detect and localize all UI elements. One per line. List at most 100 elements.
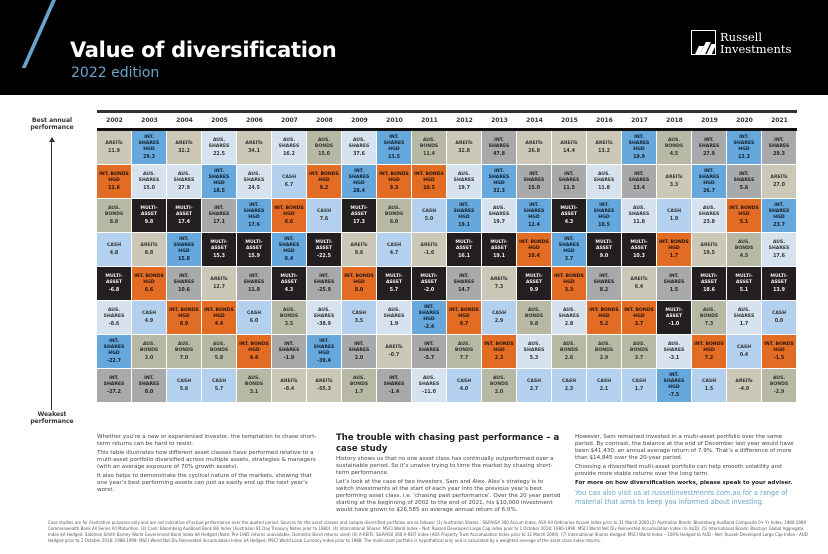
return-value: 11.6 bbox=[108, 185, 120, 191]
return-value: 3.3 bbox=[564, 287, 574, 293]
asset-cell: AREITs 13.2 bbox=[587, 131, 622, 165]
asset-class-label: MULTI- ASSET bbox=[665, 307, 683, 319]
asset-cell: AREITs 19.5 bbox=[692, 233, 727, 267]
return-value: -4.0 bbox=[738, 386, 750, 392]
year-header: 2013 bbox=[491, 117, 508, 124]
year-header: 2018 bbox=[666, 117, 683, 124]
year-header: 2019 bbox=[701, 117, 718, 124]
return-value: 5.8 bbox=[214, 355, 224, 361]
return-value: 6.4 bbox=[634, 284, 644, 290]
return-value: 15.0 bbox=[318, 151, 330, 157]
asset-cell: AUS. BONDS 5.8 bbox=[202, 335, 237, 369]
asset-class-label: AUS. BONDS bbox=[524, 307, 544, 319]
return-value: 7.0 bbox=[179, 355, 189, 361]
return-value: 11.4 bbox=[423, 151, 435, 157]
asset-cell: AREITs -4.0 bbox=[727, 369, 762, 403]
asset-class-label: INT. SHARES bbox=[733, 171, 755, 183]
page-title: Value of diversification bbox=[70, 38, 337, 62]
asset-cell: INT. BONDS HGD 5.1 bbox=[727, 199, 762, 233]
asset-class-label: INT. BONDS HGD bbox=[729, 205, 759, 217]
asset-class-label: CASH bbox=[281, 174, 297, 180]
asset-cell: CASH 4.0 bbox=[447, 369, 482, 403]
return-value: 5.6 bbox=[739, 185, 749, 191]
year-header: 2006 bbox=[246, 117, 263, 124]
asset-class-label: INT. SHARES bbox=[138, 375, 160, 387]
asset-class-label: INT. BONDS HGD bbox=[519, 239, 549, 251]
asset-cell: MULTI- ASSET 17.4 bbox=[167, 199, 202, 233]
return-value: 5.3 bbox=[529, 355, 539, 361]
asset-cell: INT. SHARES HGD 23.7 bbox=[762, 199, 797, 233]
asset-cell: AREITs 7.3 bbox=[482, 267, 517, 301]
return-value: 1.9 bbox=[669, 216, 679, 222]
asset-cell: AREITs -8.4 bbox=[272, 369, 307, 403]
return-value: 28.4 bbox=[353, 188, 365, 194]
asset-cell: INT. SHARES HGD 10.5 bbox=[587, 199, 622, 233]
return-value: 19.7 bbox=[493, 219, 505, 225]
case-study-paragraph: History shows us that no one asset class… bbox=[336, 456, 554, 476]
asset-class-label: INT. SHARES bbox=[663, 273, 685, 285]
asset-class-label: AUS. SHARES bbox=[628, 205, 650, 217]
case-study: The trouble with chasing past performanc… bbox=[336, 433, 561, 516]
asset-class-label: CASH bbox=[421, 208, 437, 214]
asset-cell: MULTI- ASSET 16.1 bbox=[447, 233, 482, 267]
asset-cell: INT. BONDS HGD -1.5 bbox=[762, 335, 797, 369]
year-header: 2003 bbox=[141, 117, 158, 124]
website-link[interactable]: You can also visit us at russellinvestme… bbox=[575, 489, 788, 506]
return-value: 17.6 bbox=[773, 253, 785, 259]
return-value: 2.7 bbox=[529, 386, 539, 392]
asset-cell: AUS. SHARES 22.5 bbox=[202, 131, 237, 165]
return-value: 9.7 bbox=[459, 321, 469, 327]
asset-class-label: INT. SHARES HGD bbox=[278, 236, 300, 254]
return-value: 7.7 bbox=[459, 355, 469, 361]
asset-class-label: INT. SHARES HGD bbox=[173, 236, 195, 254]
return-value: 10.6 bbox=[178, 287, 190, 293]
return-value: 15.9 bbox=[248, 253, 260, 259]
year-header: 2015 bbox=[561, 117, 578, 124]
asset-class-label: AUS. BONDS bbox=[664, 137, 684, 149]
russell-investments-logo: Russell Investments bbox=[691, 30, 791, 55]
asset-class-label: CASH bbox=[666, 208, 682, 214]
asset-class-label: AREITs bbox=[560, 140, 578, 146]
asset-class-label: MULTI- ASSET bbox=[385, 273, 403, 285]
return-value: -25.9 bbox=[317, 287, 331, 293]
return-value: 9.0 bbox=[599, 253, 609, 259]
return-value: 13.3 bbox=[738, 154, 750, 160]
asset-class-label: INT. BONDS HGD bbox=[134, 273, 164, 285]
asset-cell: AUS. SHARES 16.2 bbox=[272, 131, 307, 165]
asset-class-label: CASH bbox=[386, 242, 402, 248]
asset-class-label: AUS. BONDS bbox=[174, 341, 194, 353]
asset-cell: CASH 6.7 bbox=[272, 165, 307, 199]
asset-class-label: INT. SHARES HGD bbox=[488, 168, 510, 186]
asset-class-label: AUS. SHARES bbox=[208, 137, 230, 149]
return-value: 3.5 bbox=[284, 321, 294, 327]
return-value: 16.2 bbox=[283, 151, 295, 157]
asset-class-label: INT. BONDS HGD bbox=[204, 307, 234, 319]
return-value: 5.2 bbox=[599, 321, 609, 327]
asset-class-label: AUS. BONDS bbox=[769, 375, 789, 387]
return-value: 3.0 bbox=[144, 355, 154, 361]
asset-class-label: AREITs bbox=[245, 140, 263, 146]
return-value: 3.5 bbox=[354, 318, 364, 324]
asset-cell: CASH 0.4 bbox=[727, 335, 762, 369]
asset-class-label: INT. BONDS HGD bbox=[659, 239, 689, 251]
asset-class-label: INT. SHARES HGD bbox=[243, 202, 265, 220]
return-value: 10.5 bbox=[598, 222, 610, 228]
asset-cell: MULTI- ASSET -6.8 bbox=[97, 267, 132, 301]
return-value: 9.2 bbox=[319, 185, 329, 191]
asset-class-label: INT. SHARES bbox=[418, 341, 440, 353]
intro-text: Whether you’re a new or experienced inve… bbox=[97, 434, 319, 496]
year-header: 2009 bbox=[351, 117, 368, 124]
return-value: 3.1 bbox=[249, 389, 259, 395]
asset-class-label: MULTI- ASSET bbox=[490, 239, 508, 251]
return-value: 2.3 bbox=[564, 386, 574, 392]
asset-class-label: CASH bbox=[456, 378, 472, 384]
asset-class-label: AUS. BONDS bbox=[349, 375, 369, 387]
return-value: 5.7 bbox=[389, 287, 399, 293]
asset-cell: INT. BONDS HGD 8.9 bbox=[167, 301, 202, 335]
asset-class-label: INT. SHARES HGD bbox=[523, 202, 545, 220]
asset-cell: MULTI- ASSET 9.0 bbox=[587, 233, 622, 267]
asset-class-label: INT. SHARES bbox=[278, 341, 300, 353]
asset-cell: INT. SHARES 13.4 bbox=[622, 165, 657, 199]
return-value: 13.2 bbox=[598, 148, 610, 154]
asset-cell: AUS. BONDS -2.9 bbox=[762, 369, 797, 403]
